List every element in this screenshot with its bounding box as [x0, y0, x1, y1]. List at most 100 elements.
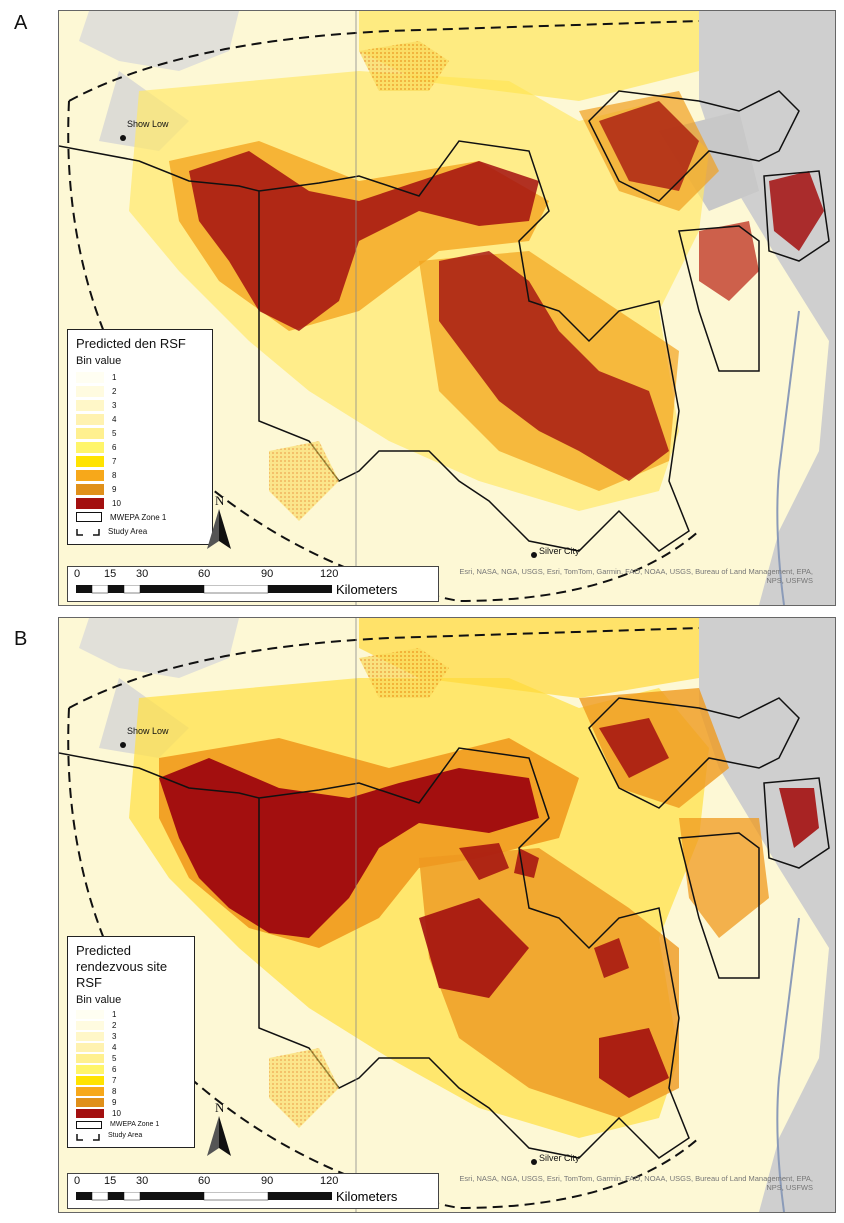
legend-bin-row: 1: [76, 370, 206, 384]
legend-subtitle: Bin value: [76, 994, 122, 1006]
legend-bin-row: 8: [76, 1086, 188, 1097]
silver-city-marker: [531, 1159, 537, 1165]
legend-panel-b: Predicted rendezvous site RSF Bin value …: [67, 936, 195, 1148]
attribution-line2: NPS, USFWS: [766, 576, 813, 585]
show-low-label: Show Low: [127, 119, 169, 129]
scale-tick-60: 60: [198, 1175, 211, 1187]
legend-bin-row: 4: [76, 412, 206, 426]
legend-bin-row: 7: [76, 1075, 188, 1086]
bin-label: 1: [112, 1010, 117, 1019]
bin-swatch: [76, 371, 104, 383]
bin-swatch: [76, 469, 104, 481]
bin-label: 4: [112, 1043, 117, 1052]
north-arrow-icon: N: [207, 1100, 231, 1156]
legend-zone-row: MWEPA Zone 1: [76, 1119, 188, 1130]
zone-label: MWEPA Zone 1: [110, 1121, 160, 1128]
legend-bin-row: 10: [76, 496, 206, 510]
legend-study-row: Study Area: [76, 1130, 188, 1141]
bin-swatch: [76, 441, 104, 453]
legend-study-row: Study Area: [76, 524, 206, 538]
map-panel-b: Show Low Silver City Predicted rendezvou…: [58, 617, 836, 1213]
study-area-boundary: [67, 20, 700, 603]
bin-label: 8: [112, 1087, 117, 1096]
map-b-raster: [59, 618, 835, 1212]
scale-unit: Kilometers: [336, 582, 398, 597]
bin-swatch: [76, 413, 104, 425]
bin-swatch: [76, 497, 104, 509]
study-swatch: [76, 1132, 100, 1141]
scale-tick-0: 0: [74, 1175, 81, 1187]
high-den-zone-south: [439, 251, 669, 481]
scale-tick-90: 90: [261, 568, 274, 580]
silver-city-label: Silver City: [539, 1153, 580, 1163]
legend-bin-row: 6: [76, 1064, 188, 1075]
bin-label: 6: [112, 442, 117, 452]
bin-swatch: [76, 1087, 104, 1096]
scale-ticks: 0 15 30 60 90 120: [74, 568, 374, 582]
bin-swatch: [76, 1109, 104, 1118]
study-swatch: [76, 527, 100, 536]
legend-title: Predicted rendezvous site RSF: [76, 943, 168, 990]
legend-bin-row: 5: [76, 426, 206, 440]
north-letter: N: [215, 1100, 225, 1115]
bin-label: 3: [112, 400, 117, 410]
bin-swatch: [76, 1043, 104, 1052]
silver-city-label: Silver City: [539, 546, 580, 556]
scale-unit: Kilometers: [336, 1189, 398, 1204]
bin-label: 5: [112, 1054, 117, 1063]
silver-city-marker: [531, 552, 537, 558]
bin-swatch: [76, 1021, 104, 1030]
map-attribution-b: Esri, NASA, NGA, USGS, Esri, TomTom, Gar…: [433, 1174, 813, 1192]
legend-bin-row: 5: [76, 1053, 188, 1064]
bin-label: 9: [112, 484, 117, 494]
study-label: Study Area: [108, 526, 148, 536]
show-low-marker: [120, 135, 126, 141]
zone-swatch: [76, 512, 102, 522]
panel-b-label: B: [14, 628, 28, 650]
study-area-boundary: [67, 627, 700, 1210]
scale-bar-graphic: [76, 1192, 332, 1201]
scale-ticks: 0 15 30 60 90 120: [74, 1175, 374, 1189]
bin-swatch: [76, 1076, 104, 1085]
bin-swatch: [76, 1054, 104, 1063]
scale-tick-15: 15: [104, 568, 117, 580]
bin-swatch: [76, 385, 104, 397]
attribution-line1: Esri, NASA, NGA, USGS, Esri, TomTom, Gar…: [459, 1174, 813, 1183]
bin-label: 4: [112, 414, 117, 424]
legend-bin-row: 3: [76, 398, 206, 412]
legend-zone-row: MWEPA Zone 1: [76, 510, 206, 524]
legend-bin-row: 10: [76, 1108, 188, 1119]
scale-tick-120: 120: [320, 1175, 339, 1187]
north-arrow-icon: N: [207, 493, 231, 549]
legend-bin-row: 9: [76, 482, 206, 496]
legend-bin-row: 9: [76, 1097, 188, 1108]
study-label: Study Area: [108, 1132, 143, 1139]
legend-bins: 1 2 3 4 5 6 7 8 9 10 MWEPA Zone 1 Study …: [76, 370, 206, 538]
bin-label: 1: [112, 372, 117, 382]
scale-tick-90: 90: [261, 1175, 274, 1187]
mwepa-zone-boundary: [59, 747, 690, 1159]
legend-bin-row: 1: [76, 1009, 188, 1020]
attribution-line1: Esri, NASA, NGA, USGS, Esri, TomTom, Gar…: [459, 567, 813, 576]
map-attribution-a: Esri, NASA, NGA, USGS, Esri, TomTom, Gar…: [433, 567, 813, 585]
legend-bin-row: 2: [76, 384, 206, 398]
bin-label: 9: [112, 1098, 117, 1107]
scale-tick-60: 60: [198, 568, 211, 580]
bin-label: 6: [112, 1065, 117, 1074]
bin-swatch: [76, 399, 104, 411]
bin-swatch: [76, 1010, 104, 1019]
legend-bin-row: 3: [76, 1031, 188, 1042]
scale-tick-30: 30: [136, 568, 149, 580]
bin-swatch: [76, 455, 104, 467]
bin-label: 5: [112, 428, 117, 438]
bin-label: 2: [112, 386, 117, 396]
bin-swatch: [76, 483, 104, 495]
high-rendezvous-zone-west: [159, 758, 539, 938]
show-low-marker: [120, 742, 126, 748]
scale-tick-120: 120: [320, 568, 339, 580]
legend-panel-a: Predicted den RSF Bin value 1 2 3 4 5 6 …: [67, 329, 213, 545]
legend-bin-row: 7: [76, 454, 206, 468]
legend-bins: 1 2 3 4 5 6 7 8 9 10 MWEPA Zone 1 Study …: [76, 1009, 188, 1141]
show-low-label: Show Low: [127, 726, 169, 736]
bin-label: 3: [112, 1032, 117, 1041]
